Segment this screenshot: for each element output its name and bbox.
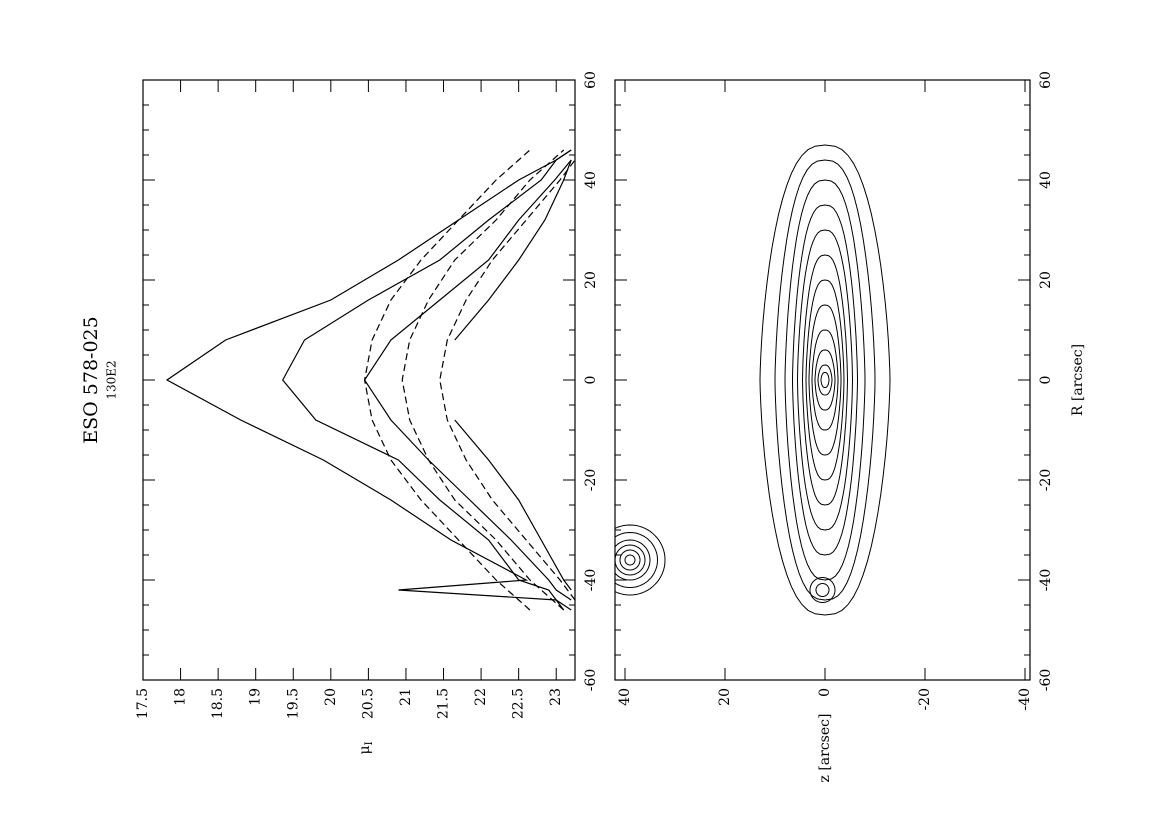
contour [801,254,849,506]
r-tick-label: -20 [1038,469,1054,492]
profile-line [454,159,572,591]
title: ESO 578-025 [80,316,102,443]
value-tick-label: 21 [398,688,414,706]
value-tick-label: 22.5 [511,688,527,719]
value-tick-label: 21.5 [436,688,452,719]
contour [814,349,836,411]
value-tick-label: 17.5 [135,688,151,719]
contour [615,544,646,576]
bottom-plot [615,144,891,616]
r-tick-label: 40 [1038,171,1054,189]
contour [784,179,866,581]
profile-line [363,159,572,601]
contour [615,524,666,596]
contour [791,204,859,556]
contour [774,159,876,601]
value-tick-label: 23 [548,688,564,706]
r-tick-label: 0 [583,376,599,385]
top-panel-frame [142,79,576,681]
y-label-main: μ [357,745,373,754]
subtitle: 130E2 [105,360,119,399]
value-tick-label: 20 [323,688,339,706]
value-tick-label: 22 [473,688,489,706]
r-tick-label: 40 [583,171,599,189]
y-label-sub: I [364,741,375,745]
contour [809,577,836,603]
r-tick-label: -40 [1038,569,1054,592]
bottom-panel-frame [614,79,1031,681]
contour [759,144,891,616]
contour [615,531,659,589]
y-axis-label: μI [357,741,375,754]
contour [808,304,842,456]
r-tick-label: -40 [583,569,599,592]
contour [817,364,833,396]
r-tick-label: 20 [583,271,599,289]
r-tick-label: 0 [1038,376,1054,385]
profile-line [363,149,531,611]
contour [624,554,636,566]
value-tick-label: 19.5 [285,688,301,719]
profile-line [401,149,565,611]
contour [815,583,830,597]
contour [619,549,641,571]
contour [805,279,845,481]
top-plot [165,149,575,611]
r-tick-label: -60 [583,669,599,692]
value-tick-label: -20 [917,688,933,711]
value-tick-label: 18 [173,688,189,706]
value-tick-label: 40 [617,688,633,706]
profile-line [165,149,572,611]
contour [796,229,854,531]
profile-line [439,159,575,601]
profile-line [281,149,572,611]
value-tick-label: -40 [1017,688,1033,711]
value-tick-label: 18.5 [210,688,226,719]
r-tick-label: 20 [1038,271,1054,289]
value-tick-label: 20 [717,688,733,706]
contour [615,539,651,581]
contour [811,329,839,431]
r-tick-label: -20 [583,469,599,492]
r-tick-label: -60 [1038,669,1054,692]
value-tick-label: 19 [248,688,264,706]
r-tick-label: 60 [1038,71,1054,89]
value-tick-label: 20.5 [360,688,376,719]
value-tick-label: 0 [817,688,833,697]
contour [820,372,830,388]
r-tick-label: 60 [583,71,599,89]
r-axis-label: R [arcsec] [1070,344,1086,416]
z-axis-label: z [arcsec] [817,714,833,783]
